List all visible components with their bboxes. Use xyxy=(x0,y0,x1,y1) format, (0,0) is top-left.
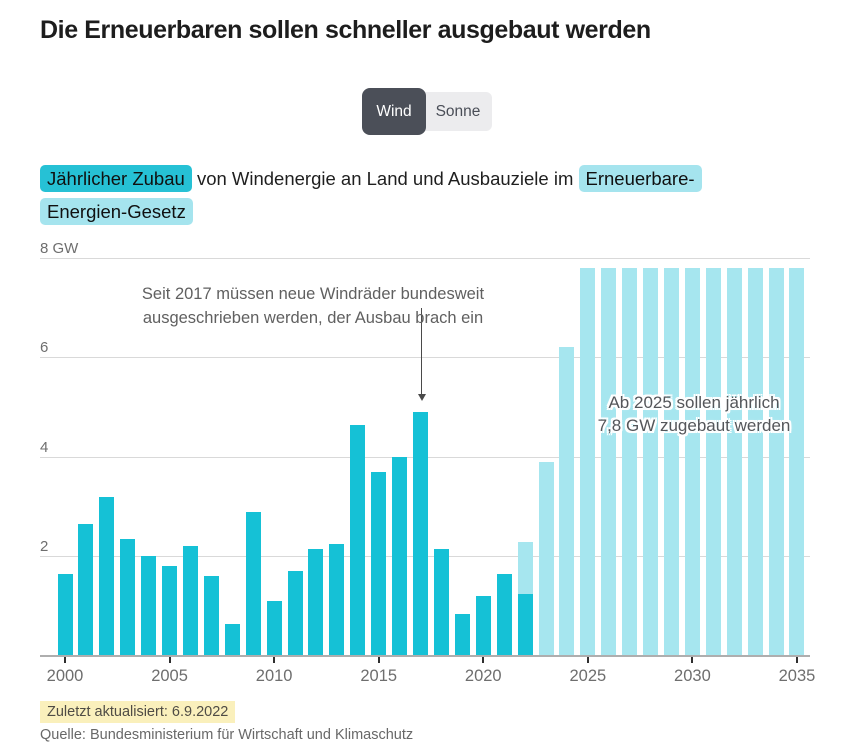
anno-2017-line: Seit 2017 müssen neue Windräder bundeswe… xyxy=(141,285,485,303)
bar-target-2029[interactable] xyxy=(664,267,679,656)
gridline-6gw xyxy=(40,357,810,359)
x-axis-label-2025: 2025 xyxy=(569,667,607,685)
anno-2025-line: 7,8 GW zugebaut werden xyxy=(597,416,791,435)
bar-target-2028[interactable] xyxy=(643,267,659,656)
bar-actual-2017[interactable] xyxy=(413,412,429,656)
anno-2025-text: Ab 2025 sollen jährlich 7,8 GW zugebaut w… xyxy=(598,391,791,437)
x-axis-tick-2000 xyxy=(64,657,66,663)
bar-actual-2007[interactable] xyxy=(203,576,219,656)
subtitle-line-2: Energien-Gesetz xyxy=(40,195,830,228)
subtitle-highlight-jaehrlicher-zubau: Jährlicher Zubau xyxy=(40,165,192,192)
anno-2017-text: Seit 2017 müssen neue Windräder bundeswe… xyxy=(142,282,484,330)
bar-actual-2001[interactable] xyxy=(78,524,94,656)
x-axis-line xyxy=(40,655,810,657)
bar-actual-2022[interactable] xyxy=(517,593,533,656)
x-axis-tick-2015 xyxy=(377,657,380,663)
bar-target-2035[interactable] xyxy=(789,267,805,656)
bar-actual-2002[interactable] xyxy=(99,496,115,656)
toggle-sonne-label: Sonne xyxy=(435,102,481,120)
x-axis-label-2020: 2020 xyxy=(464,667,502,685)
bar-actual-2010[interactable] xyxy=(266,601,282,656)
bar-actual-2015[interactable] xyxy=(371,471,387,656)
bar-actual-2008[interactable] xyxy=(224,623,240,656)
bar-actual-2011[interactable] xyxy=(287,571,303,656)
x-axis-label-2015: 2015 xyxy=(360,667,398,685)
bar-target-2034[interactable] xyxy=(768,267,784,656)
x-axis-tick-2030 xyxy=(691,657,694,663)
bar-target-2027[interactable] xyxy=(622,267,638,656)
subtitle-middle-text: von Windenergie an Land und Ausbauziele … xyxy=(196,168,574,189)
bar-actual-2019[interactable] xyxy=(454,613,470,656)
x-axis-tick-2010 xyxy=(273,657,276,663)
bar-actual-2021[interactable] xyxy=(496,573,512,656)
x-axis-tick-2020 xyxy=(482,657,485,663)
gridline-8gw xyxy=(40,257,810,259)
bar-actual-2014[interactable] xyxy=(350,424,366,656)
bar-actual-2000[interactable] xyxy=(57,573,73,656)
page-title: Die Erneuerbaren sollen schneller ausgeb… xyxy=(40,16,651,44)
bar-target-2032[interactable] xyxy=(726,267,742,656)
bar-actual-2013[interactable] xyxy=(329,543,345,656)
bar-actual-2006[interactable] xyxy=(182,546,198,656)
x-axis-tick-2035 xyxy=(795,657,798,663)
bar-actual-2016[interactable] xyxy=(392,456,408,656)
x-axis-label-2000: 2000 xyxy=(46,667,84,685)
subtitle-highlight-eeg-part2: Energien-Gesetz xyxy=(40,198,193,225)
bar-target-2025[interactable] xyxy=(580,267,596,656)
toggle-sonne-button[interactable]: Sonne xyxy=(424,92,492,131)
annotation-arrow-line xyxy=(420,308,423,394)
bar-target-2030[interactable] xyxy=(684,267,700,656)
bar-actual-2004[interactable] xyxy=(141,556,157,656)
bar-actual-2018[interactable] xyxy=(433,548,449,656)
last-updated-badge: Zuletzt aktualisiert: 6.9.2022 xyxy=(40,701,236,723)
anno-2025-line: Ab 2025 sollen jährlich xyxy=(608,393,780,412)
x-axis-label-2035: 2035 xyxy=(778,667,816,685)
bar-actual-2005[interactable] xyxy=(162,566,178,656)
bar-actual-2009[interactable] xyxy=(245,511,261,656)
y-axis-label-2: 2 xyxy=(40,538,49,556)
x-axis-label-2030: 2030 xyxy=(674,667,711,685)
y-axis-label-8: 8 GW xyxy=(40,239,79,257)
subtitle-highlight-eeg-part1: Erneuerbare- xyxy=(578,165,702,192)
bar-target-2023[interactable] xyxy=(538,461,554,656)
toggle-wind-button[interactable]: Wind xyxy=(362,88,426,135)
y-axis-label-4: 4 xyxy=(40,438,49,456)
bar-target-2024[interactable] xyxy=(559,347,575,656)
anno-2017-line: ausgeschrieben werden, der Ausbau brach … xyxy=(142,309,484,327)
y-axis-label-6: 6 xyxy=(40,339,49,357)
toggle-wind-label: Wind xyxy=(376,102,412,120)
bar-target-2033[interactable] xyxy=(747,267,763,656)
bar-actual-2003[interactable] xyxy=(120,539,136,656)
subtitle-line-1: Jährlicher Zubau von Windenergie an Land… xyxy=(40,162,830,195)
source-credit: Quelle: Bundesministerium für Wirtschaft… xyxy=(40,727,414,743)
x-axis-tick-2005 xyxy=(168,657,171,663)
bar-actual-2020[interactable] xyxy=(475,596,491,656)
chart-subtitle: Jährlicher Zubau von Windenergie an Land… xyxy=(40,162,830,228)
annotation-arrow-head xyxy=(417,394,426,401)
x-axis-tick-2025 xyxy=(586,657,589,663)
x-axis-label-2010: 2010 xyxy=(255,667,293,685)
bar-actual-2012[interactable] xyxy=(308,548,324,656)
bar-target-2026[interactable] xyxy=(601,267,617,656)
bar-target-2031[interactable] xyxy=(705,267,721,656)
x-axis-label-2005: 2005 xyxy=(151,667,188,685)
